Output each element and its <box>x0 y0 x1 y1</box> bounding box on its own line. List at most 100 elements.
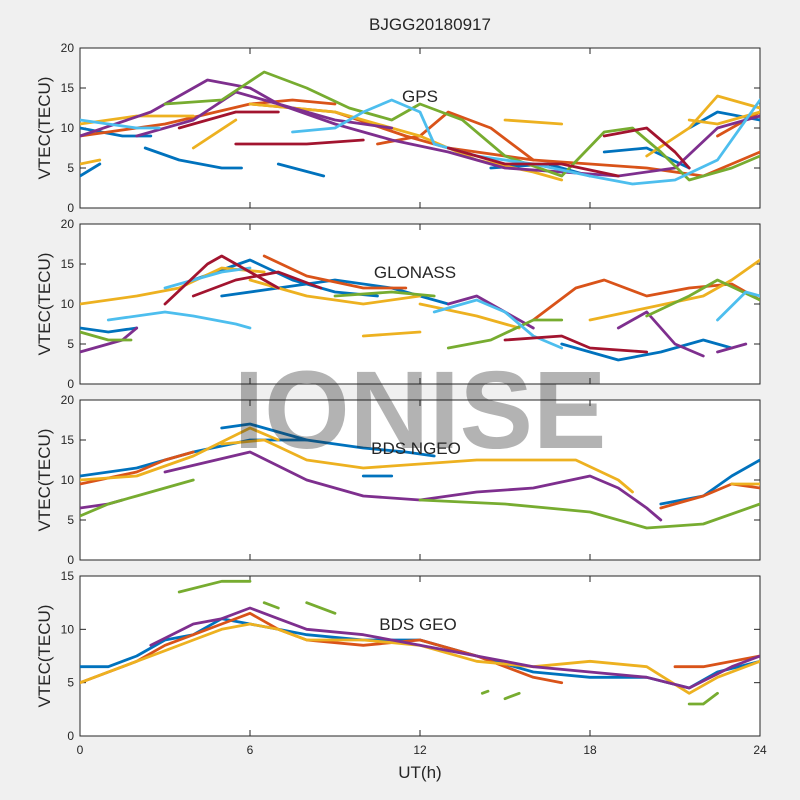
series-line <box>234 138 365 146</box>
series-line <box>687 110 760 126</box>
series-line <box>149 606 760 690</box>
series-line <box>333 290 436 298</box>
series-line <box>716 110 760 138</box>
series-line <box>588 258 760 322</box>
series-line <box>220 438 634 494</box>
subplot-label: GLONASS <box>374 263 456 282</box>
series-line <box>446 318 564 350</box>
x-tick-label: 12 <box>413 743 427 757</box>
figure-title: BJGG20180917 <box>369 15 491 34</box>
series-line <box>262 254 408 290</box>
series-line <box>163 450 663 522</box>
series-line <box>262 601 280 610</box>
y-tick-label: 20 <box>61 393 75 407</box>
series-line <box>80 162 102 178</box>
series-line <box>446 146 620 178</box>
subplot-1: 0 5 10 15 20 GLONASS VTEC(TECU) <box>35 217 761 391</box>
series-line <box>432 298 564 350</box>
series-line <box>503 334 649 354</box>
y-tick-label: 10 <box>61 622 75 636</box>
y-tick-label: 15 <box>61 257 75 271</box>
series-line <box>560 338 734 362</box>
subplot-label: BDS NGEO <box>371 439 461 458</box>
y-tick-label: 15 <box>61 433 75 447</box>
subplot-3: 0 5 10 15 0 6 12 18 24 BDS GEO VTEC(TECU) <box>35 569 767 757</box>
series-line <box>80 478 195 518</box>
y-tick-label: 10 <box>61 473 75 487</box>
y-tick-label: 20 <box>61 41 75 55</box>
y-axis-label: VTEC(TECU) <box>35 605 54 708</box>
y-tick-label: 5 <box>67 337 74 351</box>
series-line <box>645 278 760 318</box>
series-line <box>106 310 252 330</box>
series-line <box>163 70 760 182</box>
subplot-0: 0 5 10 15 20 GPS VTEC(TECU) <box>35 41 761 215</box>
series-line <box>191 270 323 298</box>
series-line <box>480 689 490 695</box>
series-line <box>503 118 564 126</box>
series-group <box>80 422 760 530</box>
series-line <box>80 330 133 342</box>
x-tick-label: 18 <box>583 743 597 757</box>
y-tick-label: 5 <box>67 676 74 690</box>
series-line <box>645 94 760 158</box>
y-axis-label: VTEC(TECU) <box>35 429 54 532</box>
watermark: IONISE <box>234 349 607 472</box>
series-line <box>616 310 705 358</box>
series-line <box>191 258 379 298</box>
series-line <box>602 126 691 170</box>
series-line <box>716 290 760 322</box>
series-line <box>80 326 139 334</box>
x-axis-label: UT(h) <box>398 763 441 782</box>
y-tick-label: 20 <box>61 217 75 231</box>
y-tick-label: 5 <box>67 161 74 175</box>
series-line <box>163 266 252 290</box>
y-tick-label: 0 <box>67 729 74 743</box>
y-tick-label: 15 <box>61 569 75 583</box>
series-line <box>163 254 280 306</box>
series-group <box>80 70 760 186</box>
subplot-label: BDS GEO <box>379 615 456 634</box>
y-tick-label: 10 <box>61 297 75 311</box>
y-tick-label: 0 <box>67 553 74 567</box>
series-line <box>80 78 760 178</box>
series-line <box>446 294 535 330</box>
series-line <box>220 422 309 442</box>
x-tick-label: 6 <box>247 743 254 757</box>
series-line <box>80 622 760 695</box>
y-tick-label: 15 <box>61 81 75 95</box>
series-line <box>687 691 719 706</box>
series-line <box>376 110 535 162</box>
series-line <box>418 498 760 530</box>
subplot-2: 0 5 10 15 20 BDS NGEO VTEC(TECU) <box>35 393 761 567</box>
series-line <box>80 426 280 482</box>
series-line <box>716 342 748 354</box>
series-line <box>276 162 326 178</box>
series-line <box>418 302 521 330</box>
series-line <box>503 691 521 701</box>
y-axis-label: VTEC(TECU) <box>35 77 54 180</box>
y-tick-label: 10 <box>61 121 75 135</box>
plot-area <box>79 575 761 737</box>
y-tick-label: 0 <box>67 201 74 215</box>
series-line <box>305 601 337 615</box>
series-line <box>659 458 760 506</box>
series-line <box>602 146 691 170</box>
x-tick-label: 0 <box>77 743 84 757</box>
subplot-label: GPS <box>402 87 438 106</box>
series-line <box>177 110 280 130</box>
series-line <box>191 118 238 150</box>
series-line <box>673 654 760 669</box>
series-group <box>80 579 760 706</box>
series-line <box>143 146 243 170</box>
x-tick-label: 24 <box>753 743 767 757</box>
y-axis-label: VTEC(TECU) <box>35 253 54 356</box>
y-tick-label: 5 <box>67 513 74 527</box>
series-line <box>248 98 337 106</box>
series-line <box>531 278 760 322</box>
y-tick-label: 0 <box>67 377 74 391</box>
series-line <box>80 118 161 130</box>
series-line <box>659 482 760 510</box>
series-group <box>80 254 760 362</box>
